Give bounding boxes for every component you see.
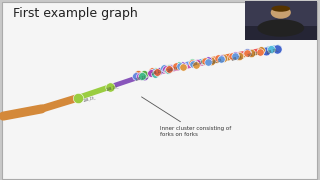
Text: 2GB_23_: 2GB_23_: [166, 65, 180, 72]
Text: Inner cluster consisting of
forks on forks: Inner cluster consisting of forks on for…: [141, 97, 231, 137]
Text: 2GB_22_: 2GB_22_: [150, 68, 164, 76]
Point: [151, 71, 156, 73]
Point: [244, 51, 249, 54]
Point: [264, 49, 269, 52]
Point: [245, 52, 250, 55]
Point: [203, 60, 208, 63]
Point: [237, 54, 242, 57]
Point: [167, 67, 172, 70]
Text: 2GB_26_: 2GB_26_: [230, 54, 244, 61]
Point: [192, 62, 197, 64]
Point: [164, 68, 169, 70]
Point: [165, 66, 171, 69]
Point: [148, 72, 153, 75]
Point: [233, 54, 238, 57]
Text: First example graph: First example graph: [13, 7, 138, 20]
Point: [218, 57, 223, 60]
Point: [76, 97, 81, 100]
Point: [135, 73, 140, 76]
Point: [189, 62, 194, 65]
Text: 2GB_20_: 2GB_20_: [106, 85, 119, 92]
Point: [137, 75, 142, 78]
Point: [157, 69, 162, 72]
Point: [149, 70, 154, 73]
Ellipse shape: [257, 19, 304, 37]
Text: 2GB_24_: 2GB_24_: [192, 59, 205, 67]
Point: [205, 61, 210, 64]
Point: [202, 59, 207, 62]
Point: [195, 62, 200, 65]
Point: [154, 71, 159, 73]
Point: [133, 74, 139, 77]
Point: [274, 48, 279, 50]
Point: [140, 75, 145, 78]
Point: [258, 48, 263, 51]
Point: [177, 65, 182, 68]
Ellipse shape: [271, 6, 290, 12]
Point: [215, 57, 220, 60]
Ellipse shape: [271, 6, 291, 19]
Point: [218, 57, 223, 60]
Bar: [245, 26, 317, 40]
Point: [189, 61, 194, 64]
Point: [180, 64, 185, 66]
Point: [142, 73, 147, 75]
Text: 2GB_21_: 2GB_21_: [134, 74, 148, 81]
Point: [258, 50, 263, 53]
Text: 2GB_28_: 2GB_28_: [266, 47, 279, 54]
Point: [177, 64, 182, 66]
Point: [229, 54, 235, 57]
Point: [209, 60, 214, 63]
Point: [153, 72, 158, 75]
Point: [221, 57, 226, 60]
Point: [269, 48, 274, 50]
Point: [165, 68, 171, 71]
Point: [173, 64, 179, 67]
Point: [154, 71, 159, 74]
Bar: [245, 1, 317, 26]
Point: [190, 62, 196, 65]
Point: [108, 86, 113, 89]
Point: [181, 64, 186, 67]
Point: [205, 58, 210, 61]
Point: [162, 67, 167, 70]
Point: [248, 52, 253, 55]
Point: [194, 63, 199, 66]
Point: [180, 65, 185, 68]
Point: [153, 69, 158, 72]
FancyBboxPatch shape: [2, 2, 317, 179]
Point: [233, 55, 238, 58]
Text: 2GB_25_: 2GB_25_: [211, 58, 225, 65]
Point: [142, 74, 147, 77]
Text: 2GB_19_: 2GB_19_: [83, 95, 97, 103]
Point: [168, 67, 173, 70]
Point: [167, 66, 172, 69]
Point: [163, 66, 168, 69]
Text: 2GB_27_: 2GB_27_: [246, 50, 260, 58]
